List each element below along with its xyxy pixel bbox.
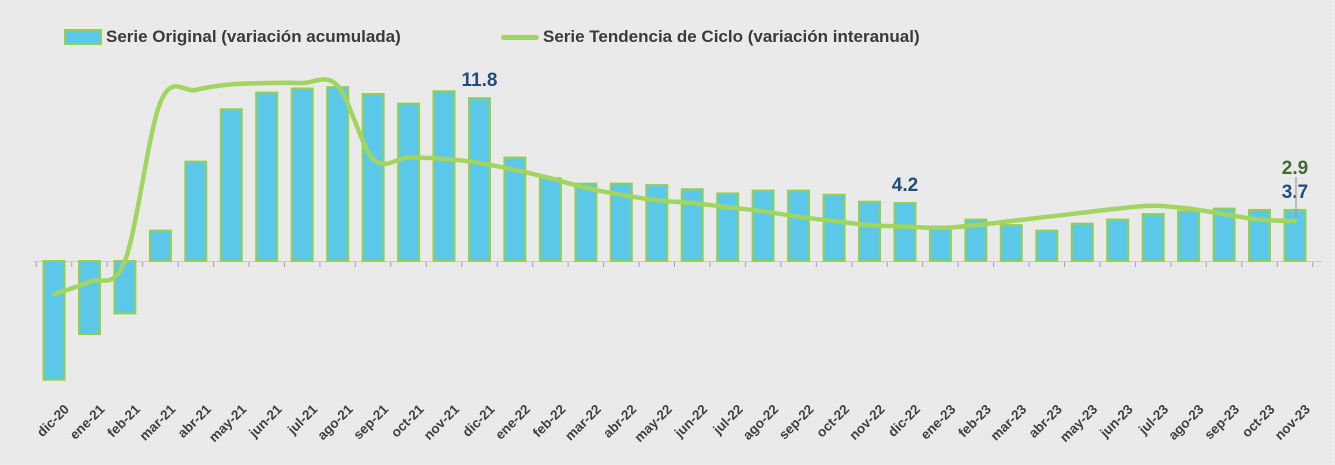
bar-ago-22 xyxy=(751,189,775,263)
x-axis-label-ago-21: ago-21 xyxy=(314,401,356,443)
x-axis-label-oct-22: oct-22 xyxy=(813,402,852,441)
bar-abr-21 xyxy=(184,160,208,263)
bar-sep-21 xyxy=(361,93,385,262)
x-axis-label-may-21: may-21 xyxy=(206,401,250,445)
bar-may-23 xyxy=(1070,222,1094,262)
x-axis-label-nov-23: nov-23 xyxy=(1272,401,1314,443)
bar-oct-22 xyxy=(822,193,846,262)
x-axis-label-dic-20: dic-20 xyxy=(34,402,72,440)
bar-oct-23 xyxy=(1248,208,1271,262)
x-axis-label-may-22: may-22 xyxy=(631,402,675,446)
bar-sep-23 xyxy=(1212,207,1236,263)
bar-oct-21 xyxy=(397,102,421,262)
x-axis-label-oct-23: oct-23 xyxy=(1239,401,1278,440)
data-label-nov-23: 3.7 xyxy=(1282,182,1308,203)
data-label-nov-23-trend: 2.9 xyxy=(1282,158,1308,179)
bar-jun-23 xyxy=(1106,218,1130,263)
bar-may-22 xyxy=(645,184,669,263)
bar-nov-21 xyxy=(432,90,456,262)
bar-jun-21 xyxy=(255,91,279,262)
x-axis-label-may-23: may-23 xyxy=(1057,401,1101,445)
bar-jul-23 xyxy=(1141,213,1165,263)
bar-feb-22 xyxy=(538,177,562,262)
bar-abr-23 xyxy=(1035,229,1059,263)
bar-ago-23 xyxy=(1177,210,1201,263)
x-axis-label-ago-23: ago-23 xyxy=(1165,401,1207,443)
bar-mar-21 xyxy=(148,229,172,263)
bar-dic-21 xyxy=(468,97,491,262)
bar-jul-21 xyxy=(290,87,314,262)
x-axis-label-mar-21: mar-21 xyxy=(137,401,179,443)
data-label-dic-22: 4.2 xyxy=(892,175,918,196)
x-axis-label-jun-23: jun-23 xyxy=(1096,401,1136,441)
data-label-dic-21: 11.8 xyxy=(462,70,498,91)
x-axis-label-mar-23: mar-23 xyxy=(988,401,1030,443)
x-axis-label-sep-23: sep-23 xyxy=(1201,401,1242,442)
bar-ene-23 xyxy=(928,225,952,262)
x-axis-label-nov-21: nov-21 xyxy=(421,401,463,443)
bar-dic-20 xyxy=(42,260,66,381)
bar-ago-21 xyxy=(326,86,350,262)
x-axis-label-jun-21: jun-21 xyxy=(245,401,285,441)
x-axis-label-nov-22: nov-22 xyxy=(846,402,887,443)
bar-feb-21 xyxy=(113,260,137,315)
x-axis-label-dic-22: dic-22 xyxy=(885,402,923,440)
bar-ene-22 xyxy=(503,156,527,262)
x-axis-label-dic-21: dic-21 xyxy=(459,401,498,440)
bar-sep-22 xyxy=(787,189,811,263)
bar-mar-22 xyxy=(574,182,598,262)
bar-ene-21 xyxy=(78,260,101,336)
x-axis-label-jun-22: jun-22 xyxy=(671,402,710,441)
bar-feb-23 xyxy=(964,218,988,263)
trend-line xyxy=(51,77,1298,297)
x-axis-label-ene-22: ene-22 xyxy=(492,402,533,443)
x-axis-label-sep-22: sep-22 xyxy=(776,402,817,443)
bar-jul-22 xyxy=(716,192,740,262)
bar-abr-22 xyxy=(609,182,633,262)
bar-nov-23 xyxy=(1283,208,1307,262)
bar-may-21 xyxy=(219,108,243,262)
bar-dic-22 xyxy=(893,202,917,262)
bar-mar-23 xyxy=(999,224,1023,263)
x-axis-label-oct-21: oct-21 xyxy=(388,401,427,440)
x-axis-label-ene-23: ene-23 xyxy=(918,401,959,442)
x-axis-label-ene-21: ene-21 xyxy=(67,401,108,442)
x-axis-label-sep-21: sep-21 xyxy=(350,401,391,442)
x-axis-label-mar-22: mar-22 xyxy=(562,402,604,444)
bar-nov-22 xyxy=(858,200,881,262)
bar-jun-22 xyxy=(680,188,704,262)
x-axis-label-ago-22: ago-22 xyxy=(740,402,781,443)
